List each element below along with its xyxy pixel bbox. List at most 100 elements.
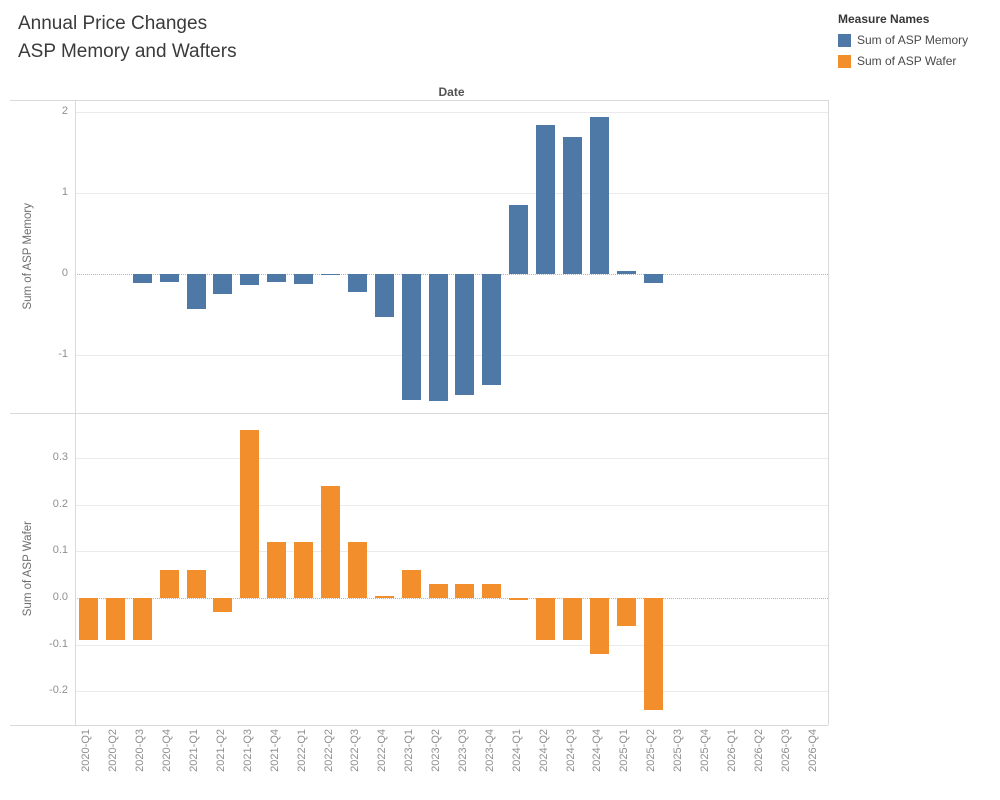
bar-wafer-2020-Q1[interactable] xyxy=(78,598,98,640)
panel-divider-line xyxy=(10,413,828,414)
y-tick-label: 0.3 xyxy=(52,450,68,463)
legend-label-memory: Sum of ASP Memory xyxy=(857,33,969,47)
y-axis-line xyxy=(75,100,76,725)
y-tick-label: 0.2 xyxy=(52,497,68,510)
legend-title: Measure Names xyxy=(838,12,930,26)
y-tick-label: 1 xyxy=(61,186,68,198)
bar-wafer-2022-Q1[interactable] xyxy=(294,541,314,598)
bar-memory-2025-Q2[interactable] xyxy=(643,273,663,283)
y-tick-label: 2 xyxy=(61,105,68,118)
x-tick-label-2026-Q2: 2026-Q2 xyxy=(752,729,765,772)
bar-memory-2023-Q1[interactable] xyxy=(401,273,421,401)
memory-color-swatch-icon xyxy=(838,33,851,47)
bar-memory-2024-Q3[interactable] xyxy=(563,137,582,274)
y-axis-title-wafer: Sum of ASP Wafer xyxy=(22,521,34,617)
bar-wafer-2025-Q1[interactable] xyxy=(616,598,636,626)
x-tick-label-2025-Q1: 2025-Q1 xyxy=(618,729,631,772)
bar-memory-2021-Q1[interactable] xyxy=(186,273,206,309)
bar-wafer-2020-Q2[interactable] xyxy=(105,598,125,640)
bar-wafer-2022-Q3[interactable] xyxy=(347,541,367,598)
axis-bottom-line xyxy=(10,725,828,726)
bar-wafer-2022-Q4[interactable] xyxy=(374,595,394,598)
x-tick-label-2023-Q4: 2023-Q4 xyxy=(483,729,496,772)
wafer-color-swatch-icon xyxy=(838,54,851,68)
x-tick-label-2026-Q1: 2026-Q1 xyxy=(725,729,738,772)
bar-memory-2021-Q3[interactable] xyxy=(240,273,260,286)
y-tick-label: -0.2 xyxy=(49,684,68,697)
x-tick-label-2026-Q4: 2026-Q4 xyxy=(806,729,819,772)
bar-memory-2023-Q3[interactable] xyxy=(455,273,475,396)
gridline-sum-of-asp-wafer xyxy=(75,504,828,506)
bar-memory-2024-Q2[interactable] xyxy=(536,125,556,274)
zero-line-sum-of-asp-memory xyxy=(75,273,828,275)
bar-memory-2023-Q2[interactable] xyxy=(428,273,448,401)
x-tick-label-2020-Q2: 2020-Q2 xyxy=(107,729,120,772)
bar-memory-2024-Q1[interactable] xyxy=(509,205,529,274)
y-tick-label: 0 xyxy=(61,266,68,279)
y-tick-label: -0.1 xyxy=(49,637,68,650)
bar-wafer-2021-Q4[interactable] xyxy=(267,541,287,598)
bar-wafer-2023-Q1[interactable] xyxy=(401,569,421,598)
y-tick-label: -1 xyxy=(58,347,68,360)
chart-title-line1: Annual Price Changes xyxy=(18,13,208,34)
bar-wafer-2024-Q4[interactable] xyxy=(589,598,609,654)
bar-memory-2022-Q3[interactable] xyxy=(347,273,367,293)
x-tick-label-2023-Q1: 2023-Q1 xyxy=(403,729,416,772)
x-tick-label-2020-Q3: 2020-Q3 xyxy=(134,729,147,772)
bar-wafer-2024-Q1[interactable] xyxy=(509,598,529,601)
gridline-sum-of-asp-memory xyxy=(75,354,828,356)
bar-wafer-2023-Q2[interactable] xyxy=(428,583,448,598)
y-axis-title-wrap-0: Sum of ASP Memory xyxy=(19,100,37,413)
bar-wafer-2024-Q2[interactable] xyxy=(536,598,556,640)
bar-memory-2022-Q2[interactable] xyxy=(321,273,340,276)
bar-wafer-2023-Q3[interactable] xyxy=(455,583,475,598)
bar-wafer-2021-Q2[interactable] xyxy=(213,598,233,612)
bar-memory-2025-Q1[interactable] xyxy=(616,270,636,274)
x-tick-label-2023-Q2: 2023-Q2 xyxy=(430,729,443,772)
x-tick-label-2025-Q2: 2025-Q2 xyxy=(645,729,658,772)
bar-memory-2020-Q3[interactable] xyxy=(132,273,152,283)
y-tick-label: 0.1 xyxy=(52,544,68,557)
bar-memory-2021-Q2[interactable] xyxy=(213,273,233,295)
bar-wafer-2022-Q2[interactable] xyxy=(321,485,340,598)
chart-title-line2: ASP Memory and Wafters xyxy=(18,41,237,62)
x-tick-label-2020-Q4: 2020-Q4 xyxy=(161,729,174,772)
gridline-sum-of-asp-wafer xyxy=(75,457,828,459)
bar-memory-2020-Q4[interactable] xyxy=(159,273,179,282)
bar-wafer-2020-Q3[interactable] xyxy=(132,598,152,640)
bar-wafer-2021-Q3[interactable] xyxy=(240,429,260,598)
gridline-sum-of-asp-wafer xyxy=(75,551,828,553)
zero-line-sum-of-asp-wafer xyxy=(75,598,828,599)
bar-wafer-2020-Q4[interactable] xyxy=(159,569,179,598)
bar-wafer-2023-Q4[interactable] xyxy=(482,583,502,598)
x-tick-label-2022-Q4: 2022-Q4 xyxy=(376,729,389,772)
y-tick-label: 0.0 xyxy=(52,591,68,603)
x-tick-label-2023-Q3: 2023-Q3 xyxy=(456,729,469,772)
x-tick-label-2025-Q3: 2025-Q3 xyxy=(672,729,685,772)
y-axis-title-wrap-1: Sum of ASP Wafer xyxy=(19,413,37,725)
header-divider-line xyxy=(10,100,828,101)
x-tick-label-2025-Q4: 2025-Q4 xyxy=(699,729,711,772)
bar-wafer-2024-Q3[interactable] xyxy=(563,598,582,640)
legend-item-memory[interactable]: Sum of ASP Memory xyxy=(838,33,996,47)
x-tick-label-2024-Q2: 2024-Q2 xyxy=(537,729,550,772)
bar-memory-2022-Q1[interactable] xyxy=(294,273,314,285)
x-tick-label-2022-Q1: 2022-Q1 xyxy=(295,729,308,772)
gridline-sum-of-asp-memory xyxy=(75,112,828,114)
x-tick-label-2020-Q1: 2020-Q1 xyxy=(80,729,93,772)
plot-right-border xyxy=(828,100,829,725)
x-tick-label-2024-Q3: 2024-Q3 xyxy=(564,729,577,772)
x-tick-label-2022-Q3: 2022-Q3 xyxy=(349,729,362,772)
bar-memory-2024-Q4[interactable] xyxy=(589,117,609,274)
bar-memory-2023-Q4[interactable] xyxy=(482,273,502,385)
legend-label-wafer: Sum of ASP Wafer xyxy=(857,54,957,68)
bar-wafer-2025-Q2[interactable] xyxy=(643,598,663,711)
gridline-sum-of-asp-wafer xyxy=(75,691,828,693)
legend-item-wafer[interactable]: Sum of ASP Wafer xyxy=(838,54,996,68)
bar-wafer-2021-Q1[interactable] xyxy=(186,569,206,598)
bar-memory-2022-Q4[interactable] xyxy=(374,273,394,317)
x-tick-label-2021-Q3: 2021-Q3 xyxy=(241,729,254,772)
x-tick-label-2021-Q2: 2021-Q2 xyxy=(214,729,227,772)
bar-memory-2021-Q4[interactable] xyxy=(267,273,287,282)
